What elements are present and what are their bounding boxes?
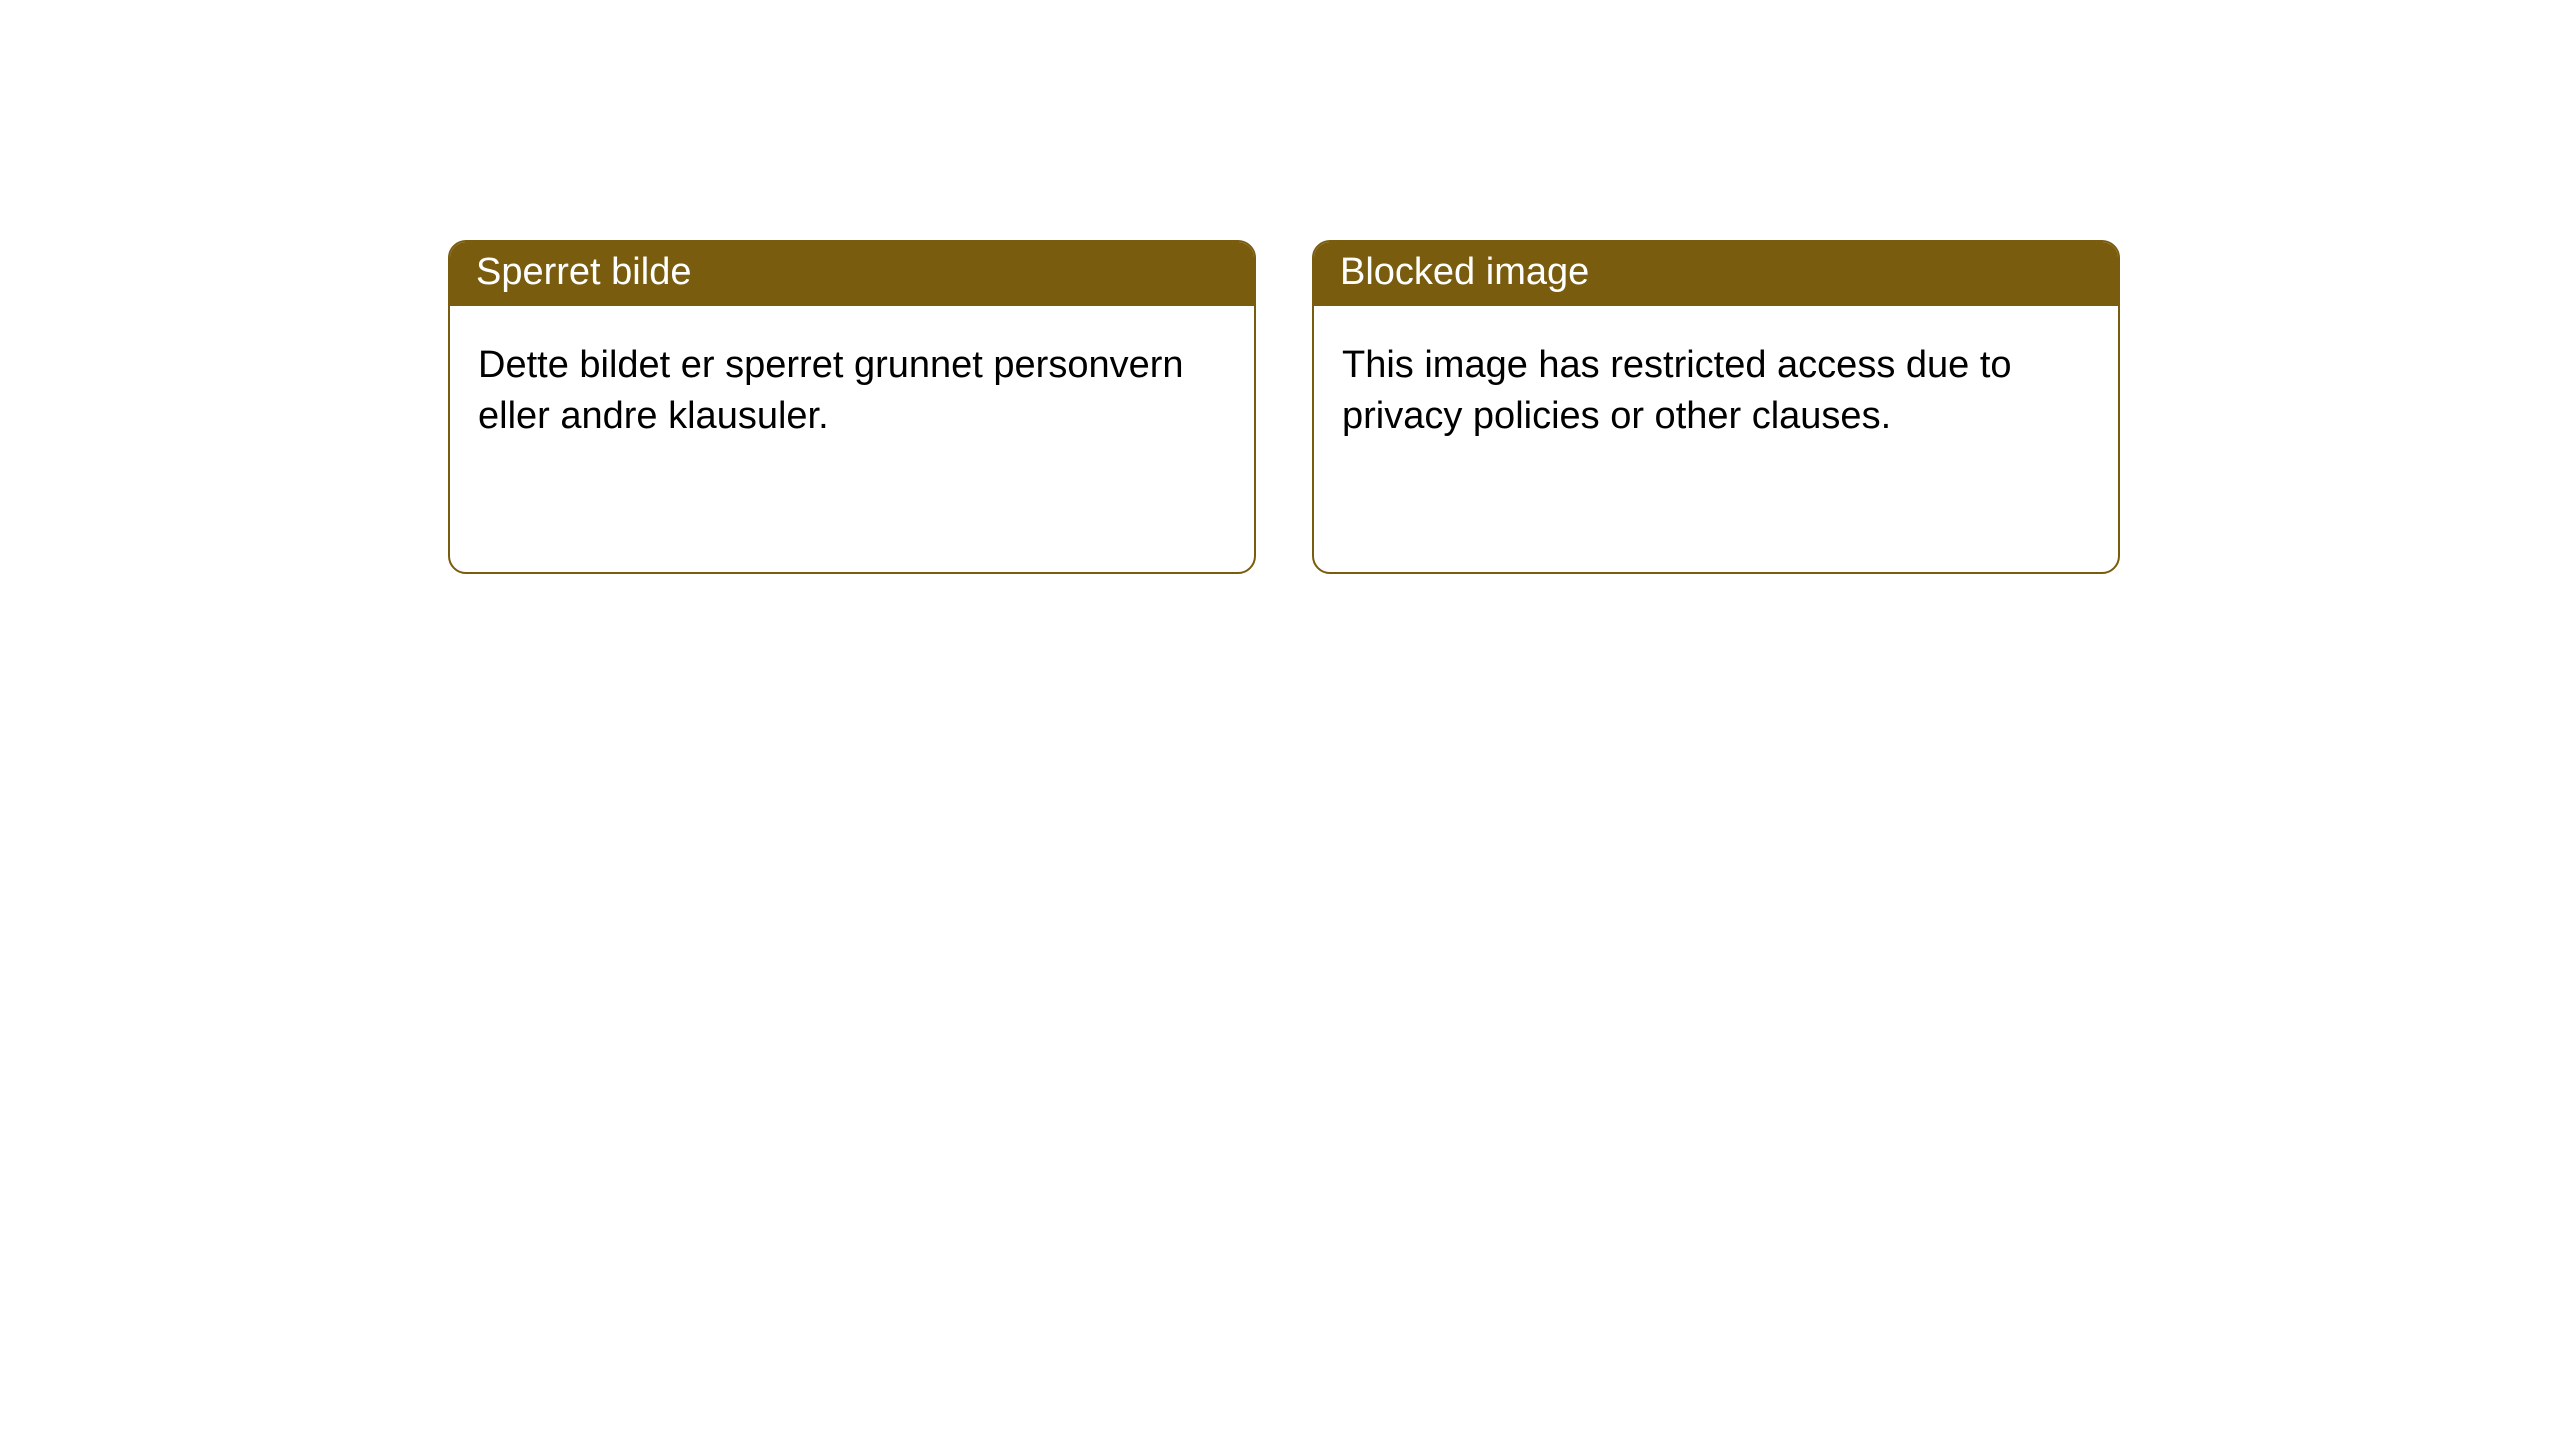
notice-card-english: Blocked image This image has restricted … xyxy=(1312,240,2120,574)
notice-header-english: Blocked image xyxy=(1314,242,2118,306)
notice-body-english: This image has restricted access due to … xyxy=(1314,306,2118,477)
notice-card-norwegian: Sperret bilde Dette bildet er sperret gr… xyxy=(448,240,1256,574)
notice-header-norwegian: Sperret bilde xyxy=(450,242,1254,306)
notice-container: Sperret bilde Dette bildet er sperret gr… xyxy=(0,0,2560,574)
notice-body-norwegian: Dette bildet er sperret grunnet personve… xyxy=(450,306,1254,477)
